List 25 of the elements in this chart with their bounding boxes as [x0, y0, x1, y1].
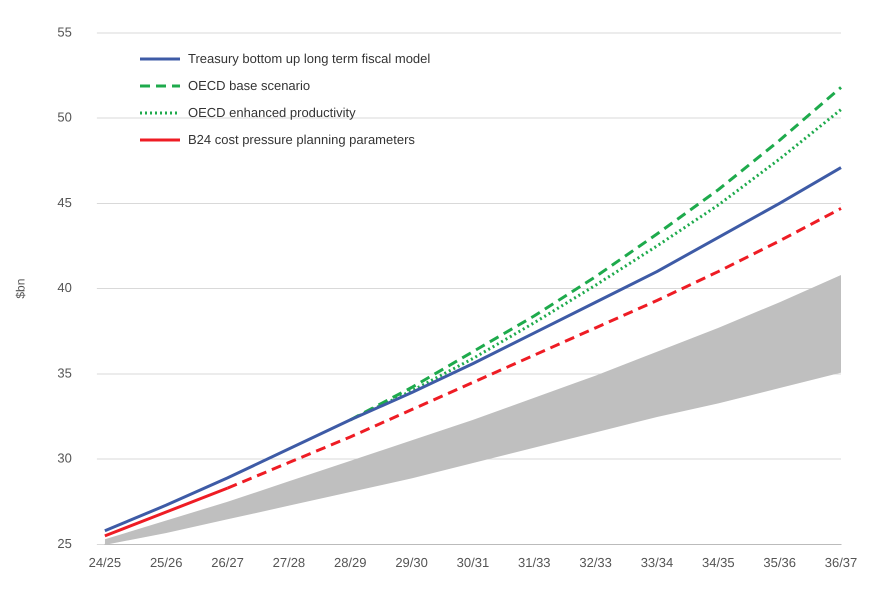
- x-tick-label: 30/31: [456, 554, 490, 570]
- x-tick-label: 35/36: [763, 554, 796, 570]
- y-tick-label: 35: [57, 365, 72, 380]
- x-tick-label: 33/34: [640, 554, 674, 570]
- legend-label: OECD enhanced productivity: [188, 105, 356, 120]
- x-tick-label: 25/26: [150, 554, 182, 570]
- legend-label: OECD base scenario: [188, 78, 310, 93]
- legend-label: B24 cost pressure planning parameters: [188, 132, 415, 147]
- x-tick-label: 27/28: [272, 554, 306, 570]
- x-tick-label: 36/37: [824, 554, 858, 570]
- y-tick-label: 45: [57, 194, 72, 210]
- y-tick-label: 55: [57, 24, 72, 40]
- x-tick-label: 29/30: [395, 554, 428, 570]
- x-tick-label: 24/25: [88, 554, 122, 570]
- y-tick-label: 40: [57, 280, 72, 296]
- x-tick-label: 26/27: [211, 554, 244, 570]
- y-tick-label: 25: [57, 536, 72, 551]
- x-tick-label: 32/33: [579, 554, 612, 570]
- y-tick-label: 30: [57, 450, 72, 466]
- x-tick-label: 31/33: [518, 554, 551, 570]
- y-axis-title: $bn: [14, 278, 28, 299]
- y-tick-label: 50: [57, 110, 72, 125]
- legend-label: Treasury bottom up long term fiscal model: [188, 51, 430, 66]
- x-tick-label: 28/29: [334, 554, 367, 570]
- x-tick-label: 34/35: [702, 554, 735, 570]
